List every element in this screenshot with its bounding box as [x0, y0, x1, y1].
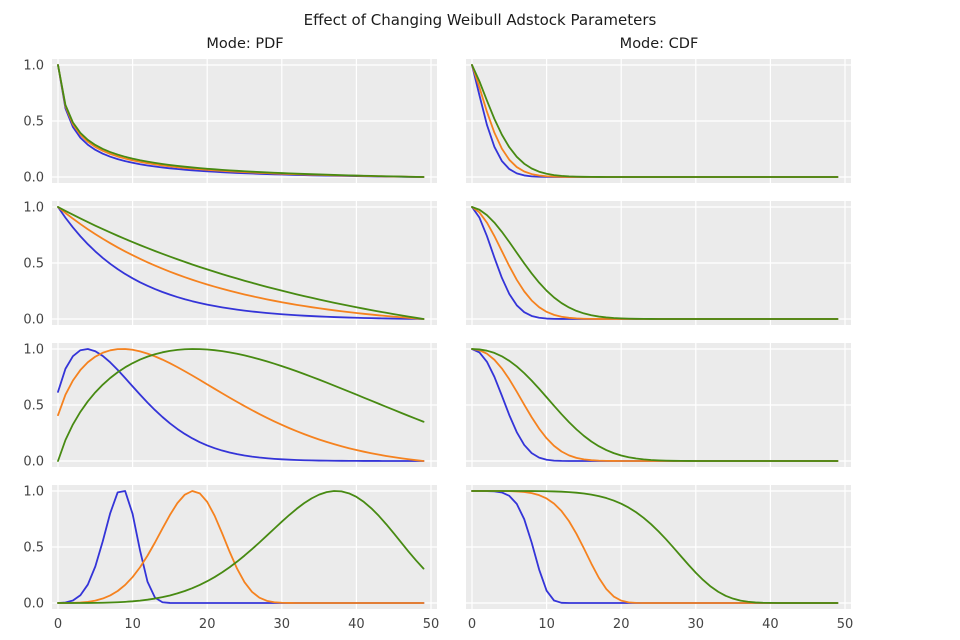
y-tick-label: 0.0 [23, 171, 44, 186]
x-tick-label: 20 [613, 617, 630, 632]
x-tick-label: 0 [468, 617, 476, 632]
curve-pdf-shape-0.5-lam-40 [57, 64, 425, 178]
curve-pdf-shape-1.5-lam-40 [57, 348, 425, 462]
curve-pdf-shape-5-lam-40 [57, 490, 425, 604]
curve-cdf-shape-1-lam-40 [471, 206, 839, 320]
subplot-pdf-shape-1: 0.0 0.5 1.0 [23, 201, 437, 328]
curve-pdf-shape-1-lam-10 [57, 206, 425, 320]
y-tick-label: 0.0 [23, 313, 44, 328]
column-title-pdf: Mode: PDF [206, 36, 284, 52]
subplot-cdf-shape-1 [466, 201, 851, 325]
y-tick-label: 0.5 [23, 399, 44, 414]
y-tick-label: 0.5 [23, 115, 44, 130]
y-tick-label: 1.0 [23, 343, 44, 358]
column-title-cdf: Mode: CDF [619, 36, 699, 52]
y-tick-label: 0.0 [23, 597, 44, 612]
x-tick-label: 10 [538, 617, 555, 632]
curve-pdf-shape-1.5-lam-20 [57, 348, 425, 462]
curve-cdf-shape-0.5-lam-40 [471, 64, 839, 178]
curve-pdf-shape-5-lam-20 [57, 490, 425, 604]
y-tick-label: 0.5 [23, 541, 44, 556]
curve-pdf-shape-1-lam-40 [57, 206, 425, 320]
y-tick-label: 0.5 [23, 257, 44, 272]
x-tick-label: 40 [762, 617, 779, 632]
subplot-cdf-shape-0.5 [466, 59, 851, 183]
y-tick-label: 1.0 [23, 485, 44, 500]
x-tick-label: 20 [199, 617, 216, 632]
y-tick-label: 0.0 [23, 455, 44, 470]
subplot-pdf-shape-0.5: 0.0 0.5 1.0 [23, 59, 437, 186]
subplot-pdf-shape-1.5: 0.0 0.5 1.0 [23, 343, 437, 470]
figure-title: Effect of Changing Weibull Adstock Param… [303, 11, 657, 29]
curve-cdf-shape-1.5-lam-40 [471, 348, 839, 462]
y-tick-label: 1.0 [23, 59, 44, 74]
x-tick-label: 50 [837, 617, 854, 632]
subplot-cdf-shape-5: 0 10 20 30 40 50 [466, 485, 853, 632]
x-tick-label: 30 [688, 617, 705, 632]
x-tick-label: 10 [124, 617, 141, 632]
subplot-pdf-shape-5: 0.0 0.5 1.0 0 10 20 30 40 50 [23, 485, 439, 633]
subplot-cdf-shape-1.5 [466, 343, 851, 467]
x-tick-label: 40 [348, 617, 365, 632]
x-tick-label: 30 [274, 617, 291, 632]
y-tick-label: 1.0 [23, 201, 44, 216]
curve-cdf-shape-5-lam-40 [471, 490, 839, 604]
curve-pdf-shape-1-lam-20 [57, 206, 425, 320]
x-tick-label: 50 [423, 617, 440, 632]
x-tick-label: 0 [54, 617, 62, 632]
